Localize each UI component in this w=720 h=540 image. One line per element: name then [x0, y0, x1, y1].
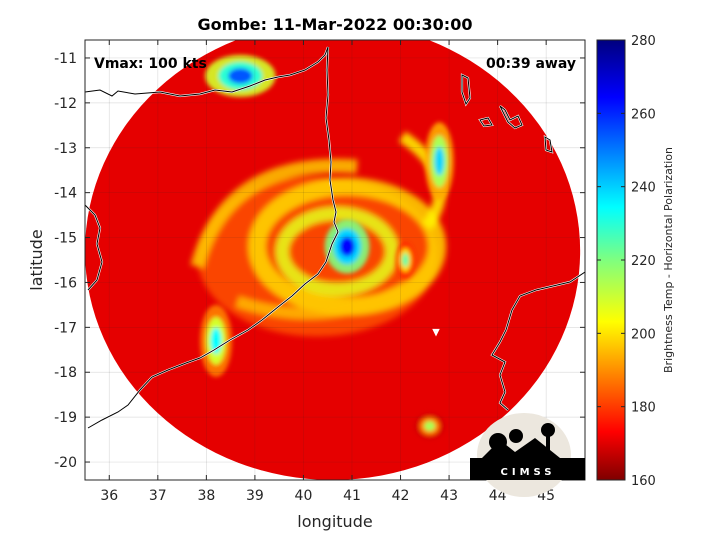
x-axis-label: longitude: [297, 512, 372, 531]
cell-core-north-convection: [228, 68, 253, 84]
colorbar-ticks: 160 180 200 220 240 260 280: [597, 34, 656, 489]
y-tick-label: -11: [54, 51, 77, 67]
y-tick-label: -13: [54, 141, 77, 157]
x-tick-label: 37: [149, 488, 167, 504]
inner-ring: [275, 206, 400, 297]
x-tick-label: 39: [246, 488, 264, 504]
cell-core-east-band-cell: [402, 253, 409, 267]
y-tick-label: -20: [54, 455, 77, 471]
y-tick-label: -19: [54, 410, 77, 426]
convective-cells: [200, 54, 454, 440]
y-tick-label: -12: [54, 96, 77, 112]
colorbar-tick-label: 240: [631, 181, 656, 196]
x-tick-label: 36: [100, 488, 118, 504]
axes-frame: [84, 39, 586, 481]
south-band: [235, 281, 411, 320]
cimss-logo: CIMSS: [470, 413, 585, 497]
x-tick-label: 38: [197, 488, 215, 504]
vmax-annotation: Vmax: 100 kts: [94, 56, 207, 72]
west-band: [190, 158, 358, 269]
cell-core-eyewall-core: [339, 236, 355, 257]
y-tick-label: -18: [54, 365, 77, 381]
colorbar-tick-label: 280: [631, 34, 656, 49]
y-tick-label: -16: [54, 275, 77, 291]
colorbar-tick-label: 220: [631, 254, 656, 269]
y-tick-label: -15: [54, 231, 77, 247]
cell-core-south-cells: [424, 421, 436, 432]
x-tick-label: 40: [295, 488, 313, 504]
cell-core-east-rainband: [434, 146, 445, 176]
x-tick-label: 43: [440, 488, 458, 504]
y-axis-label: latitude: [27, 229, 46, 290]
x-tick-label: 42: [392, 488, 410, 504]
colorbar-label: Brightness Temp - Horizontal Polarizatio…: [662, 147, 675, 373]
tick-layer: 36 37 38 39 40 41 42 43 44 45-11-12-13-14-15-16-1…: [54, 40, 585, 504]
colorbar-tick-label: 180: [631, 401, 656, 416]
spiral-bands: [190, 131, 447, 337]
colorbar-tick-label: 200: [631, 327, 656, 342]
colorbar-tick-label: 160: [631, 474, 656, 489]
x-tick-label: 41: [343, 488, 361, 504]
swath-layer: [85, 40, 581, 480]
away-annotation: 00:39 away: [486, 56, 576, 72]
logo-text: CIMSS: [501, 467, 556, 478]
coastline-black: [85, 46, 585, 429]
y-tick-label: -17: [54, 320, 77, 336]
colorbar-tick-label: 260: [631, 107, 656, 122]
chart-title: Gombe: 11-Mar-2022 00:30:00: [198, 15, 473, 34]
y-tick-label: -14: [54, 186, 77, 202]
colorbar: [596, 39, 626, 481]
